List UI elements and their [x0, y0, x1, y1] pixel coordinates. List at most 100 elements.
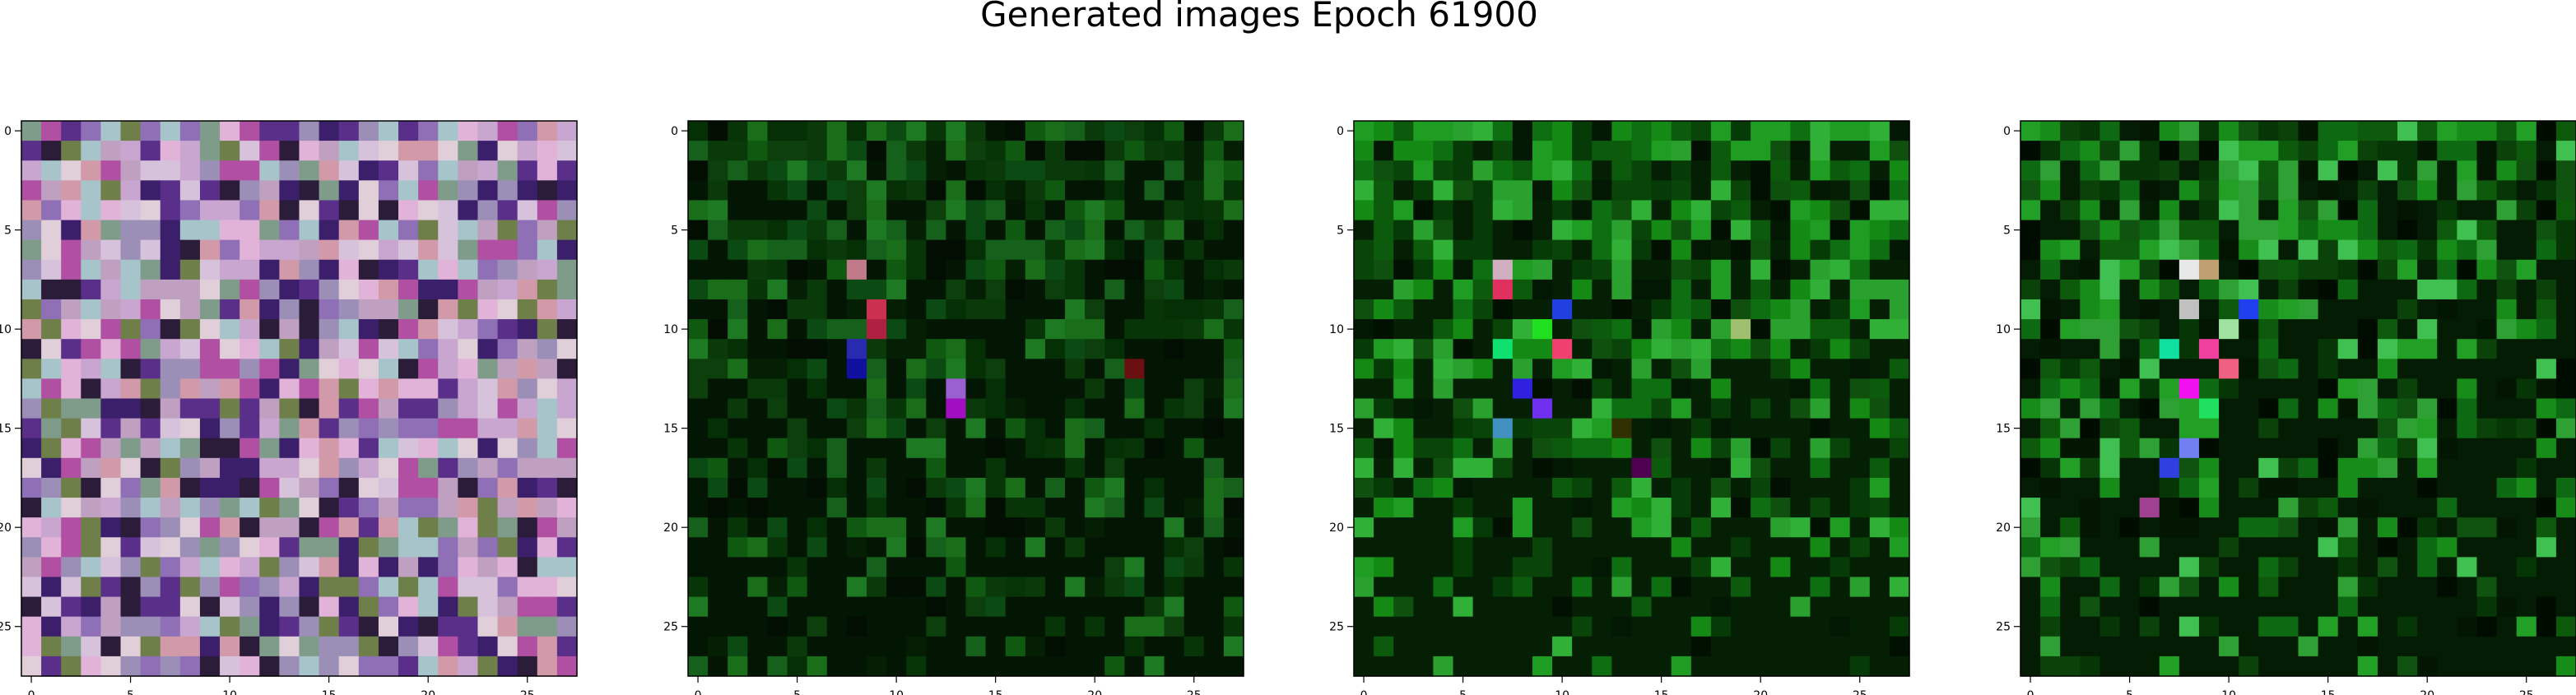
pixel-cell	[1889, 596, 1910, 618]
pixel-cell	[747, 498, 769, 518]
pixel-cell	[886, 180, 907, 202]
pixel-cell	[2119, 457, 2141, 479]
pixel-cell	[1005, 141, 1026, 161]
pixel-cell	[1690, 557, 1712, 578]
pixel-cell	[866, 517, 887, 538]
pixel-cell	[708, 438, 728, 459]
pixel-cell	[886, 279, 907, 300]
pixel-cell	[2219, 299, 2239, 320]
pixel-cell	[1532, 596, 1553, 618]
pixel-cell	[378, 160, 399, 181]
pixel-cell	[2139, 477, 2160, 498]
pixel-cell	[2060, 180, 2081, 202]
pixel-cell	[1472, 259, 1494, 280]
pixel-cell	[1810, 319, 1831, 340]
pixel-cell	[1592, 616, 1612, 637]
pixel-cell	[41, 180, 62, 202]
pixel-cell	[1810, 141, 1831, 161]
pixel-cell	[926, 477, 946, 498]
pixel-cell	[728, 180, 748, 202]
pixel-cell	[41, 498, 62, 518]
pixel-cell	[1751, 656, 1771, 677]
pixel-cell	[2119, 378, 2141, 400]
pixel-cell	[1374, 596, 1394, 618]
x-tick-label: 5	[2126, 689, 2133, 695]
pixel-cell	[1203, 141, 1225, 161]
pixel-cell	[1869, 299, 1890, 320]
pixel-cell	[1572, 339, 1593, 359]
pixel-cell	[946, 180, 967, 202]
pixel-cell	[2318, 239, 2339, 261]
pixel-cell	[1710, 418, 1732, 439]
pixel-cell	[807, 259, 828, 280]
pixel-cell	[358, 160, 379, 181]
pixel-cell	[1144, 259, 1165, 280]
pixel-cell	[2357, 180, 2378, 202]
x-tick-label: 20	[1753, 689, 1768, 695]
pixel-cell	[537, 656, 558, 677]
pixel-cell	[556, 656, 578, 677]
pixel-cell	[886, 299, 907, 320]
pixel-cell	[767, 398, 788, 419]
pixel-cell	[338, 636, 360, 657]
pixel-cell	[239, 378, 260, 400]
pixel-cell	[2278, 160, 2299, 181]
pixel-cell	[1025, 438, 1046, 459]
pixel-cell	[906, 339, 927, 359]
pixel-cell	[1374, 180, 1394, 202]
pixel-cell	[259, 160, 280, 181]
pixel-cell	[2040, 121, 2061, 141]
pixel-cell	[2555, 498, 2576, 518]
pixel-cell	[1413, 220, 1434, 241]
pixel-cell	[220, 498, 240, 518]
pixel-cell	[2219, 498, 2239, 518]
pixel-cell	[120, 239, 142, 261]
pixel-cell	[41, 577, 62, 598]
pixel-cell	[2080, 220, 2101, 241]
pixel-cell	[2258, 299, 2279, 320]
pixel-cell	[886, 398, 907, 419]
pixel-cell	[1751, 299, 1771, 320]
pixel-cell	[1849, 141, 1871, 161]
pixel-cell	[1374, 359, 1394, 379]
pixel-cell	[2159, 121, 2180, 141]
pixel-cell	[1164, 378, 1185, 400]
pixel-cell	[1770, 359, 1791, 379]
pixel-cell	[1532, 438, 1553, 459]
pixel-cell	[438, 517, 458, 538]
pixel-cell	[1532, 339, 1553, 359]
pixel-cell	[2555, 299, 2576, 320]
pixel-cell	[458, 279, 479, 300]
pixel-cell	[338, 200, 360, 221]
pixel-cell	[1393, 517, 1414, 538]
pixel-cell	[1770, 477, 1791, 498]
pixel-cell	[1889, 160, 1910, 181]
pixel-cell	[199, 577, 221, 598]
pixel-cell	[2278, 121, 2299, 141]
pixel-cell	[866, 239, 887, 261]
pixel-cell	[418, 557, 439, 578]
pixel-cell	[1651, 239, 1672, 261]
pixel-cell	[61, 339, 81, 359]
pixel-cell	[41, 299, 62, 320]
pixel-cell	[2476, 616, 2498, 637]
pixel-cell	[1472, 359, 1494, 379]
pixel-cell	[1631, 378, 1653, 400]
pixel-cell	[556, 259, 578, 280]
pixel-cell	[2298, 200, 2319, 221]
pixel-cell	[1065, 339, 1086, 359]
pixel-cell	[2060, 200, 2081, 221]
pixel-cell	[160, 121, 181, 141]
pixel-cell	[1472, 616, 1494, 637]
pixel-cell	[1183, 378, 1205, 400]
pixel-cell	[2060, 339, 2081, 359]
pixel-cell	[2198, 656, 2220, 677]
pixel-cell	[926, 141, 946, 161]
pixel-cell	[279, 498, 300, 518]
pixel-cell	[2516, 656, 2537, 677]
pixel-cell	[965, 180, 987, 202]
pixel-cell	[2219, 457, 2239, 479]
pixel-cell	[1671, 418, 1692, 439]
pixel-cell	[807, 457, 828, 479]
pixel-cell	[1552, 220, 1573, 241]
